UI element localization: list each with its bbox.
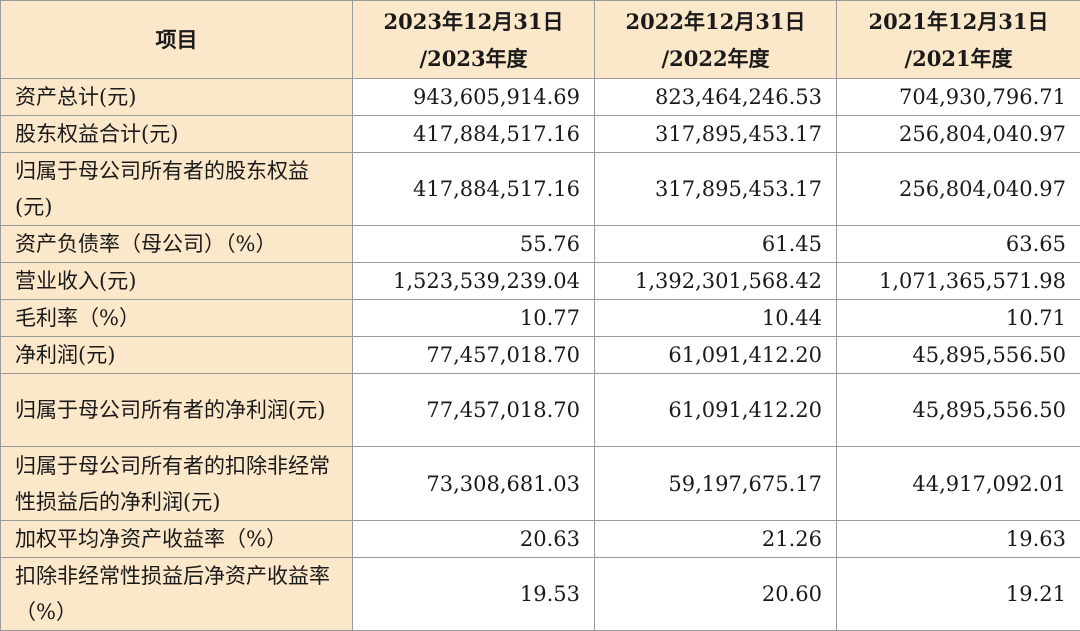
value-2022: 317,895,453.17 bbox=[594, 152, 837, 226]
header-2023: 2023年12月31日 /2023年度 bbox=[352, 0, 595, 79]
value-2021: 45,895,556.50 bbox=[836, 336, 1080, 374]
value-2021: 10.71 bbox=[836, 299, 1080, 337]
value-2023: 1,523,539,239.04 bbox=[352, 262, 595, 300]
table-row: 归属于母公司所有者的净利润(元) 77,457,018.70 61,091,41… bbox=[0, 373, 1080, 447]
value-2023: 73,308,681.03 bbox=[352, 446, 595, 521]
value-2021: 44,917,092.01 bbox=[836, 446, 1080, 521]
table-row: 营业收入(元) 1,523,539,239.04 1,392,301,568.4… bbox=[0, 262, 1080, 300]
header-row: 项目 2023年12月31日 /2023年度 2022年12月31日 /2022… bbox=[0, 0, 1080, 79]
value-2021: 256,804,040.97 bbox=[836, 152, 1080, 226]
value-2023: 55.76 bbox=[352, 225, 595, 263]
table-row: 扣除非经常性损益后净资产收益率（%） 19.53 20.60 19.21 bbox=[0, 557, 1080, 631]
value-2023: 77,457,018.70 bbox=[352, 373, 595, 447]
table-row: 股东权益合计(元) 417,884,517.16 317,895,453.17 … bbox=[0, 115, 1080, 153]
value-2022: 317,895,453.17 bbox=[594, 115, 837, 153]
value-2021: 63.65 bbox=[836, 225, 1080, 263]
value-2023: 10.77 bbox=[352, 299, 595, 337]
value-2021: 704,930,796.71 bbox=[836, 78, 1080, 116]
row-label: 加权平均净资产收益率（%） bbox=[0, 520, 353, 558]
value-2023: 20.63 bbox=[352, 520, 595, 558]
value-2021: 19.21 bbox=[836, 557, 1080, 631]
table-row: 归属于母公司所有者的扣除非经常性损益后的净利润(元) 73,308,681.03… bbox=[0, 446, 1080, 521]
header-2022: 2022年12月31日 /2022年度 bbox=[594, 0, 837, 79]
header-item: 项目 bbox=[0, 0, 353, 79]
table-row: 资产负债率（母公司）（%） 55.76 61.45 63.65 bbox=[0, 225, 1080, 263]
value-2023: 77,457,018.70 bbox=[352, 336, 595, 374]
table-row: 归属于母公司所有者的股东权益(元) 417,884,517.16 317,895… bbox=[0, 152, 1080, 226]
row-label: 扣除非经常性损益后净资产收益率（%） bbox=[0, 557, 353, 631]
value-2021: 45,895,556.50 bbox=[836, 373, 1080, 447]
value-2023: 417,884,517.16 bbox=[352, 115, 595, 153]
table-row: 加权平均净资产收益率（%） 20.63 21.26 19.63 bbox=[0, 520, 1080, 558]
value-2023: 943,605,914.69 bbox=[352, 78, 595, 116]
row-label: 营业收入(元) bbox=[0, 262, 353, 300]
row-label: 归属于母公司所有者的净利润(元) bbox=[0, 373, 353, 447]
value-2021: 256,804,040.97 bbox=[836, 115, 1080, 153]
row-label: 资产总计(元) bbox=[0, 78, 353, 116]
value-2022: 21.26 bbox=[594, 520, 837, 558]
value-2022: 61,091,412.20 bbox=[594, 336, 837, 374]
value-2022: 61.45 bbox=[594, 225, 837, 263]
value-2022: 10.44 bbox=[594, 299, 837, 337]
value-2023: 19.53 bbox=[352, 557, 595, 631]
row-label: 净利润(元) bbox=[0, 336, 353, 374]
row-label: 毛利率（%） bbox=[0, 299, 353, 337]
table-row: 净利润(元) 77,457,018.70 61,091,412.20 45,89… bbox=[0, 336, 1080, 374]
value-2022: 20.60 bbox=[594, 557, 837, 631]
row-label: 归属于母公司所有者的扣除非经常性损益后的净利润(元) bbox=[0, 446, 353, 521]
value-2021: 1,071,365,571.98 bbox=[836, 262, 1080, 300]
value-2022: 61,091,412.20 bbox=[594, 373, 837, 447]
header-2021: 2021年12月31日 /2021年度 bbox=[836, 0, 1080, 79]
value-2022: 823,464,246.53 bbox=[594, 78, 837, 116]
row-label: 股东权益合计(元) bbox=[0, 115, 353, 153]
value-2023: 417,884,517.16 bbox=[352, 152, 595, 226]
table-row: 毛利率（%） 10.77 10.44 10.71 bbox=[0, 299, 1080, 337]
table-row: 资产总计(元) 943,605,914.69 823,464,246.53 70… bbox=[0, 78, 1080, 116]
row-label: 资产负债率（母公司）（%） bbox=[0, 225, 353, 263]
value-2022: 1,392,301,568.42 bbox=[594, 262, 837, 300]
value-2022: 59,197,675.17 bbox=[594, 446, 837, 521]
row-label: 归属于母公司所有者的股东权益(元) bbox=[0, 152, 353, 226]
value-2021: 19.63 bbox=[836, 520, 1080, 558]
